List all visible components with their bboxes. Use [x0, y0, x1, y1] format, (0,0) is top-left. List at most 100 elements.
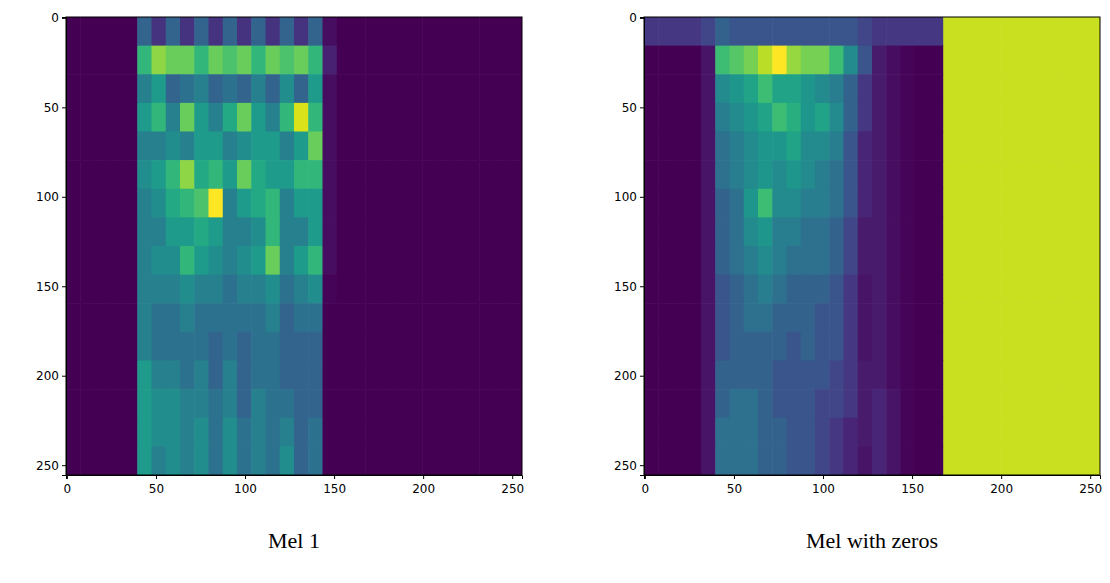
heatmap-cell [166, 332, 181, 361]
heatmap-cell [1086, 217, 1100, 246]
heatmap-cell [209, 189, 224, 218]
heatmap-cell [351, 74, 366, 103]
heatmap-cell [280, 446, 295, 475]
heatmap-cell [886, 46, 901, 75]
heatmap-cell [66, 246, 81, 275]
heatmap-cell [687, 303, 702, 332]
heatmap-cell [394, 189, 409, 218]
x-tick-mark [512, 475, 513, 479]
heatmap-cell [929, 389, 944, 418]
heatmap-cell [829, 418, 844, 447]
heatmap-cell [972, 132, 987, 161]
heatmap-cell [508, 74, 522, 103]
heatmap-cell [223, 389, 238, 418]
heatmap-cell [380, 246, 395, 275]
x-tick-label: 0 [64, 482, 72, 496]
heatmap-cell [209, 132, 224, 161]
heatmap-cell [308, 132, 323, 161]
heatmap-cell [815, 132, 830, 161]
heatmap-cell [251, 17, 266, 46]
heatmap-cell [209, 74, 224, 103]
heatmap-cell [815, 446, 830, 475]
heatmap-cell [323, 275, 338, 304]
heatmap-cell [1000, 74, 1015, 103]
heatmap-cell [701, 17, 716, 46]
heatmap-cell [1086, 303, 1100, 332]
heatmap-cell [422, 46, 437, 75]
heatmap-cell [266, 189, 281, 218]
heatmap-cell [901, 332, 916, 361]
heatmap-cell [80, 160, 95, 189]
x-tick-label: 50 [149, 482, 164, 496]
heatmap-cell [294, 418, 309, 447]
heatmap-cell [123, 17, 138, 46]
heatmap-cell [137, 418, 152, 447]
x-tick-mark [156, 475, 157, 479]
heatmap-cell [801, 189, 816, 218]
heatmap-cell [801, 361, 816, 390]
heatmap-cell [66, 189, 81, 218]
heatmap-cell [1015, 132, 1030, 161]
heatmap-cell [901, 361, 916, 390]
heatmap-cell [152, 275, 167, 304]
heatmap-cell [872, 17, 887, 46]
heatmap-cell [758, 418, 773, 447]
heatmap-cell [815, 332, 830, 361]
y-axis-line [640, 18, 645, 476]
heatmap-cell [715, 17, 730, 46]
heatmap-cell [1029, 361, 1044, 390]
heatmap-cell [380, 46, 395, 75]
heatmap-cell [308, 189, 323, 218]
heatmap-cell [701, 275, 716, 304]
heatmap-cell [858, 74, 873, 103]
heatmap-cell [1029, 332, 1044, 361]
heatmap-cell [380, 132, 395, 161]
heatmap-cell [872, 303, 887, 332]
heatmap-cell [479, 189, 494, 218]
y-axis-line [62, 18, 67, 476]
heatmap-cell [844, 361, 859, 390]
heatmap-cell [123, 217, 138, 246]
heatmap-cell [394, 303, 409, 332]
heatmap-cell [915, 418, 930, 447]
x-tick-label: 100 [234, 482, 257, 496]
heatmap-cell [95, 46, 110, 75]
heatmap-cell [844, 446, 859, 475]
heatmap-cell [266, 74, 281, 103]
heatmap-cell [943, 46, 958, 75]
heatmap-cell [251, 74, 266, 103]
heatmap-cell [465, 275, 480, 304]
heatmap-cell [744, 361, 759, 390]
heatmap-cell [972, 389, 987, 418]
heatmap-cell [772, 189, 787, 218]
heatmap-cell [730, 303, 745, 332]
heatmap-cell [744, 332, 759, 361]
heatmap-cell [223, 446, 238, 475]
heatmap-cell [1057, 246, 1072, 275]
heatmap-cell [744, 275, 759, 304]
heatmap-cell [1043, 103, 1058, 132]
heatmap-cell [422, 389, 437, 418]
heatmap-cell [494, 446, 509, 475]
heatmap-cell [223, 46, 238, 75]
heatmap-cell [1072, 446, 1087, 475]
heatmap-cell [644, 361, 659, 390]
heatmap-cell [479, 46, 494, 75]
heatmap-cell [801, 46, 816, 75]
heatmap-cell [858, 103, 873, 132]
heatmap-cell [66, 275, 81, 304]
x-tick-label: 200 [412, 482, 435, 496]
heatmap-cell [394, 246, 409, 275]
heatmap-cell [137, 446, 152, 475]
heatmap-cell [844, 103, 859, 132]
heatmap-cell [209, 103, 224, 132]
heatmap-cell [1072, 275, 1087, 304]
heatmap-cell [394, 46, 409, 75]
heatmap-cell [901, 418, 916, 447]
heatmap-cell [437, 46, 452, 75]
heatmap-cell [958, 303, 973, 332]
heatmap-cell [787, 418, 802, 447]
heatmap-cell [479, 217, 494, 246]
heatmap-cell [152, 332, 167, 361]
heatmap-cell [494, 46, 509, 75]
